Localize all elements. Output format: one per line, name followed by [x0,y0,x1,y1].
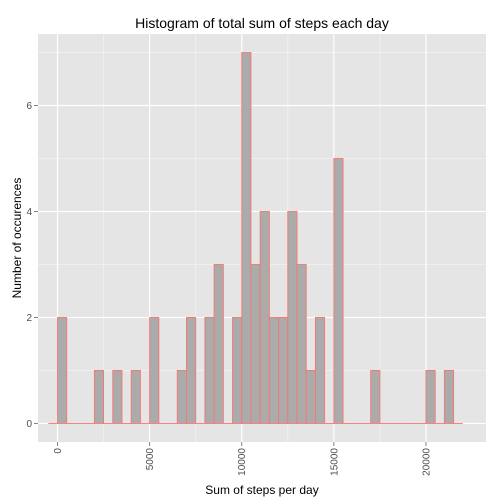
histogram-bar [333,158,344,424]
chart-title: Histogram of total sum of steps each day [135,15,389,31]
histogram-bar [250,264,261,424]
histogram-bars [48,52,463,424]
y-axis-title: Number of occurences [10,178,24,299]
y-tick-label: 2 [26,313,32,324]
y-tick-label: 6 [26,101,32,112]
histogram-bar [268,317,280,424]
histogram-bar [305,370,316,424]
x-tick-label: 15000 [329,448,340,476]
x-axis-title: Sum of steps per day [205,483,318,497]
histogram-bar [149,317,160,424]
histogram-bar [176,370,187,424]
histogram-bar [232,317,243,424]
histogram-bar [370,370,381,424]
histogram-bar [278,317,289,424]
histogram-bar [425,370,436,424]
histogram-bar [443,370,455,424]
histogram-bar [314,317,326,424]
histogram-bar [186,317,197,424]
histogram-bar [57,317,68,424]
histogram-bar [112,370,123,424]
x-tick-label: 5000 [145,448,156,471]
histogram-bar [204,317,215,424]
x-tick-label: 20000 [421,448,432,476]
histogram-bar [296,264,307,424]
y-tick-label: 4 [26,207,32,218]
histogram-bar [259,211,270,424]
histogram-bar [130,370,141,424]
y-axis: 0 2 4 6 [26,101,38,430]
histogram-bar [213,264,224,424]
x-tick-label: 10000 [237,448,248,476]
x-axis: 0 5000 10000 15000 20000 [53,442,432,476]
y-tick-label: 0 [26,419,32,430]
histogram-bar [93,370,105,424]
histogram-bar [241,52,252,424]
histogram-bar [287,211,298,424]
x-tick-label: 0 [53,448,64,454]
